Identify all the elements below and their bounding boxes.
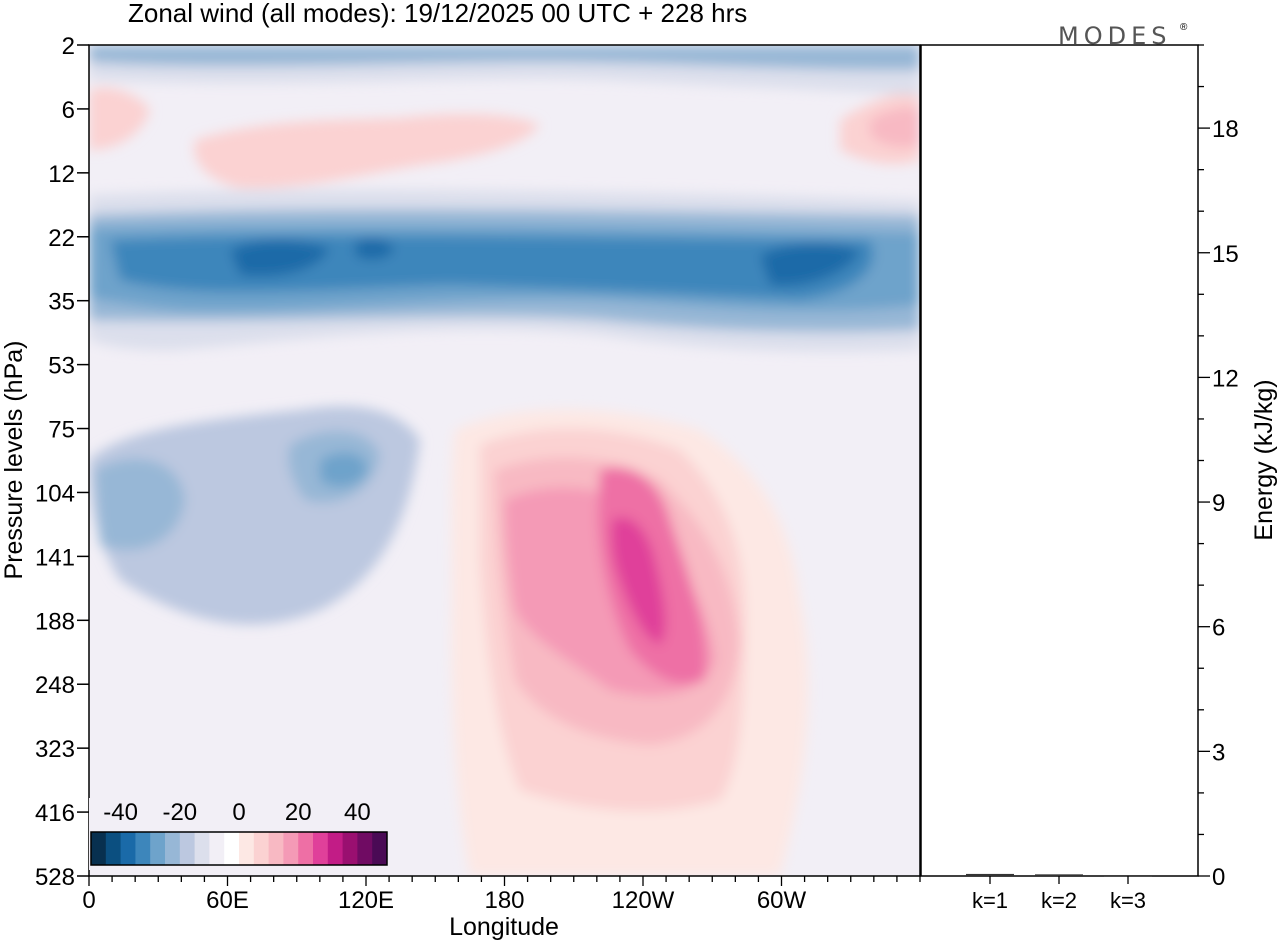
- energy-axis: 0 3 6 9 12 15 18: [1198, 44, 1239, 891]
- colorbar-swatch: [150, 832, 166, 865]
- y-tick-label: 528: [35, 864, 75, 891]
- easterly-lower: [95, 458, 185, 550]
- zonal-wind-heatmap: [89, 45, 920, 876]
- y-tick-label: 104: [35, 480, 75, 507]
- easterly-core: [355, 238, 395, 260]
- energy-tick-label: 12: [1212, 365, 1239, 392]
- energy-tick-label: 15: [1212, 241, 1239, 268]
- x-tick-label: 180: [484, 887, 524, 914]
- category-label: k=3: [1110, 888, 1146, 913]
- x-tick-label: 120W: [612, 887, 675, 914]
- x-axis-title: Longitude: [449, 913, 559, 941]
- easterly-lower: [320, 452, 368, 487]
- y-tick-label: 12: [48, 161, 75, 188]
- colorbar: -40 -20 0 20 40: [89, 798, 391, 870]
- colorbar-swatch: [268, 832, 284, 865]
- y-tick-label: 22: [48, 225, 75, 252]
- category-label: k=2: [1041, 888, 1077, 913]
- chart-title: Zonal wind (all modes): 19/12/2025 00 UT…: [128, 0, 747, 28]
- colorbar-swatch: [224, 832, 240, 865]
- y-tick-label: 2: [62, 33, 75, 60]
- y-tick-label: 416: [35, 800, 75, 827]
- westerly-patch: [194, 114, 540, 189]
- energy-bar: [966, 873, 1014, 876]
- colorbar-swatch: [327, 832, 344, 865]
- y-tick-label: 188: [35, 608, 75, 635]
- y-tick-label: 35: [48, 289, 75, 316]
- energy-tick-label: 6: [1212, 615, 1225, 642]
- colorbar-swatch: [342, 832, 358, 865]
- colorbar-swatch: [239, 832, 255, 865]
- energy-tick-label: 18: [1212, 116, 1239, 143]
- longitude-axis: 0 60E 120E 180 120W 60W: [82, 876, 921, 914]
- colorbar-swatch: [372, 832, 388, 865]
- pressure-axis: 2 6 12 22 35 53 75 104 141 188 248 323 416 528: [35, 33, 89, 891]
- colorbar-label: 40: [344, 799, 371, 826]
- colorbar-swatch: [253, 832, 270, 865]
- category-label: k=1: [972, 888, 1008, 913]
- y-tick-label: 141: [35, 544, 75, 571]
- easterly-band: [89, 45, 920, 71]
- energy-bar: [1104, 875, 1152, 877]
- colorbar-frame: [90, 831, 388, 866]
- westerly-core: [870, 107, 920, 147]
- colorbar-swatch: [105, 832, 122, 865]
- x-tick-label: 0: [82, 887, 95, 914]
- energy-bar: [1035, 874, 1083, 876]
- y-tick-label: 6: [62, 97, 75, 124]
- colorbar-swatch: [179, 832, 196, 865]
- westerly-patch: [89, 87, 150, 150]
- easterly-core: [230, 239, 330, 277]
- y-axis-title: Pressure levels (hPa): [0, 341, 28, 580]
- easterly-core: [760, 243, 860, 286]
- colorbar-swatch: [313, 832, 329, 865]
- colorbar-label: -40: [103, 799, 138, 826]
- westerly-core: [611, 517, 666, 645]
- colorbar-swatch: [120, 832, 136, 865]
- colorbar-swatch: [91, 832, 107, 865]
- energy-bars: k=1 k=2 k=3: [966, 873, 1152, 913]
- colorbar-label: 20: [285, 799, 312, 826]
- colorbar-swatch: [194, 832, 210, 865]
- energy-tick-label: 9: [1212, 490, 1225, 517]
- colorbar-swatch: [357, 832, 373, 865]
- registered-mark: ®: [1180, 22, 1188, 33]
- energy-axis-title: Energy (kJ/kg): [1250, 379, 1278, 540]
- x-tick-label: 60W: [757, 887, 807, 914]
- y-tick-label: 323: [35, 736, 75, 763]
- colorbar-label: -20: [162, 799, 197, 826]
- colorbar-swatch: [135, 832, 151, 865]
- colorbar-swatch: [298, 832, 314, 865]
- energy-tick-label: 3: [1212, 739, 1225, 766]
- energy-tick-label: 0: [1212, 864, 1225, 891]
- x-tick-label: 120E: [338, 887, 394, 914]
- y-tick-label: 53: [48, 353, 75, 380]
- colorbar-label: 0: [232, 799, 245, 826]
- y-tick-label: 248: [35, 672, 75, 699]
- colorbar-swatch: [209, 832, 225, 865]
- x-tick-label: 60E: [206, 887, 249, 914]
- colorbar-swatch: [283, 832, 299, 865]
- energy-panel-frame: [920, 44, 1199, 877]
- y-tick-label: 75: [48, 417, 75, 444]
- colorbar-swatch: [165, 832, 181, 865]
